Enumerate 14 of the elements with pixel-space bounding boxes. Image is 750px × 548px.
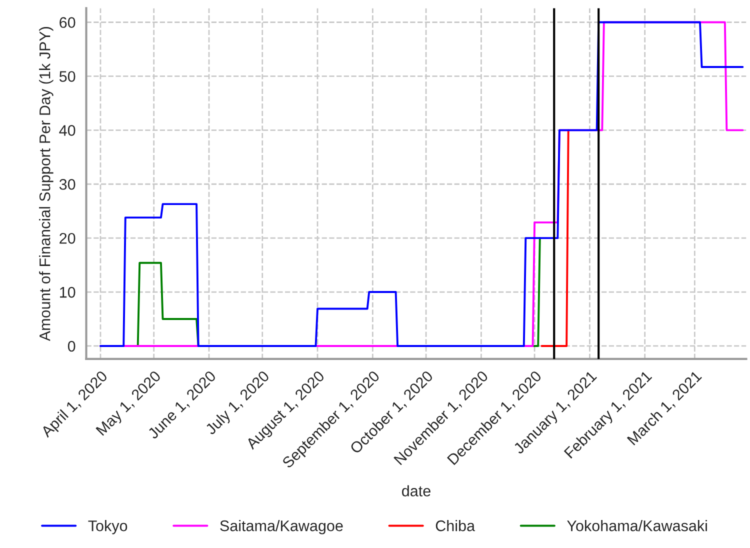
y-tick-label: 10 [60,286,76,298]
y-tick-label: 20 [60,232,76,244]
y-tick-label: 50 [59,71,76,82]
x-axis-title: date [402,485,430,496]
y-tick-label: 60 [60,17,76,28]
line-series [100,21,744,347]
y-axis-title: Amount of Financial Support Per Day (1k JPY) [39,27,54,342]
legend-label: Tokyo [88,520,128,534]
legend-label: Yokohama/Kawasaki [567,520,707,532]
legend-label: Saitama/Kawagoe [220,520,343,534]
y-tick-label: 40 [59,125,76,136]
y-tick-label: 30 [59,178,76,190]
legend-label: Chiba [436,520,476,532]
y-tick-label: 0 [68,340,76,352]
